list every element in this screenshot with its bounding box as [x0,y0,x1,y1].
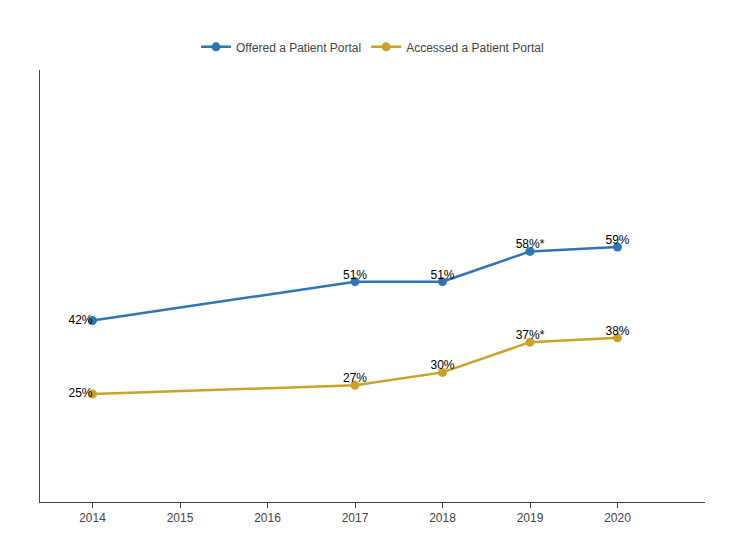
svg-text:30%: 30% [430,358,454,372]
svg-text:59%: 59% [605,233,629,247]
svg-text:42%: 42% [68,313,92,327]
svg-text:2020: 2020 [604,511,631,525]
svg-text:38%: 38% [605,324,629,338]
svg-text:Offered a Patient Portal: Offered a Patient Portal [236,41,361,55]
svg-text:2014: 2014 [79,511,106,525]
svg-text:51%: 51% [343,268,367,282]
svg-text:58%*: 58%* [516,237,545,251]
svg-text:Accessed a Patient Portal: Accessed a Patient Portal [406,41,543,55]
svg-text:2018: 2018 [429,511,456,525]
svg-text:2016: 2016 [254,511,281,525]
svg-text:25%: 25% [68,386,92,400]
svg-text:2019: 2019 [517,511,544,525]
svg-text:37%*: 37%* [516,328,545,342]
svg-text:51%: 51% [430,268,454,282]
svg-text:2015: 2015 [167,511,194,525]
svg-text:2017: 2017 [342,511,369,525]
svg-text:27%: 27% [343,371,367,385]
